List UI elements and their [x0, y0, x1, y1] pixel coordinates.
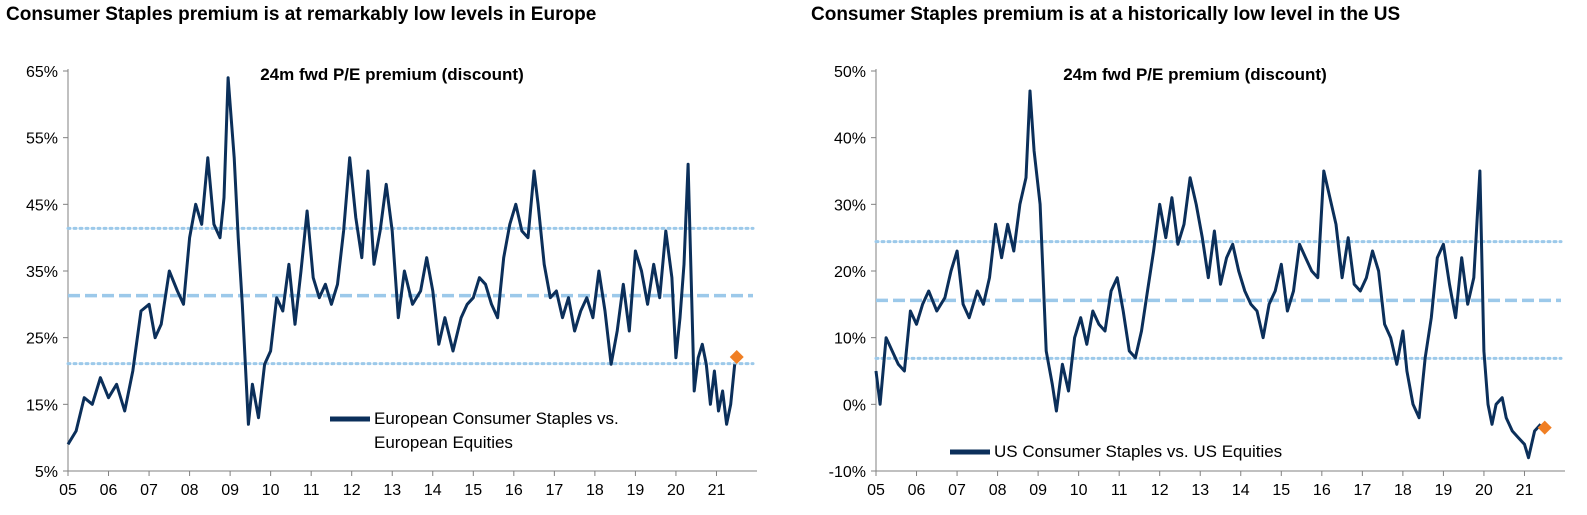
y-tick-label: -10% — [829, 464, 866, 481]
x-tick-label: 20 — [667, 482, 685, 499]
x-tick-label: 08 — [989, 482, 1007, 499]
y-tick-label: 25% — [26, 331, 58, 348]
x-tick-label: 17 — [1353, 482, 1371, 499]
y-tick-label: 15% — [26, 397, 58, 414]
legend-label: European Consumer Staples vs. — [374, 409, 619, 428]
x-tick-label: 11 — [303, 482, 320, 499]
latest-value-marker — [1537, 420, 1552, 435]
x-tick-label: 14 — [424, 482, 442, 499]
x-tick-label: 10 — [262, 482, 280, 499]
x-tick-label: 06 — [908, 482, 926, 499]
x-tick-label: 12 — [343, 482, 361, 499]
x-tick-label: 17 — [545, 482, 563, 499]
x-tick-label: 06 — [100, 482, 118, 499]
chart-subtitle: 24m fwd P/E premium (discount) — [1063, 65, 1327, 84]
x-tick-label: 16 — [1313, 482, 1331, 499]
y-tick-label: 35% — [26, 264, 58, 281]
x-tick-label: 11 — [1111, 482, 1128, 499]
y-tick-label: 65% — [26, 64, 58, 81]
latest-value-marker — [729, 350, 744, 364]
x-tick-label: 18 — [1394, 482, 1412, 499]
x-tick-label: 12 — [1151, 482, 1169, 499]
y-tick-label: 40% — [834, 131, 866, 148]
y-tick-label: 5% — [35, 464, 58, 481]
legend-label: European Equities — [374, 433, 513, 452]
x-tick-label: 15 — [464, 482, 482, 499]
x-tick-label: 16 — [505, 482, 523, 499]
x-tick-label: 05 — [59, 482, 77, 499]
y-tick-label: 45% — [26, 197, 58, 214]
x-tick-label: 13 — [383, 482, 401, 499]
chart-us: -10% 0% 10% 20% 30% 40% 50% 05 06 07 08 09 10 11 12 13 1… — [829, 64, 1565, 499]
x-tick-label: 19 — [1435, 482, 1453, 499]
chart-title: Consumer Staples premium is at remarkabl… — [6, 4, 597, 25]
y-tick-label: 50% — [834, 64, 866, 81]
y-tick-label: 0% — [843, 397, 866, 414]
series-line — [874, 89, 1542, 460]
x-tick-label: 13 — [1191, 482, 1209, 499]
x-tick-label: 10 — [1070, 482, 1088, 499]
x-tick-label: 07 — [140, 482, 158, 499]
x-tick-label: 21 — [1516, 482, 1534, 499]
x-tick-label: 08 — [181, 482, 199, 499]
chart-europe: 5% 15% 25% 35% 45% 55% 65% 05 06 07 08 09 10 11 12 13 14… — [26, 64, 757, 499]
x-tick-label: 07 — [948, 482, 966, 499]
y-tick-label: 10% — [834, 331, 866, 348]
x-tick-label: 19 — [627, 482, 645, 499]
x-tick-label: 20 — [1475, 482, 1493, 499]
chart-title: Consumer Staples premium is at a histori… — [811, 4, 1401, 25]
x-tick-label: 09 — [1029, 482, 1047, 499]
x-tick-label: 09 — [221, 482, 239, 499]
y-tick-label: 30% — [834, 197, 866, 214]
x-tick-label: 05 — [867, 482, 885, 499]
chart-panel-us: Consumer Staples premium is at a histori… — [805, 0, 1587, 515]
y-tick-label: 55% — [26, 131, 58, 148]
chart-panel-europe: Consumer Staples premium is at remarkabl… — [0, 0, 790, 515]
chart-subtitle: 24m fwd P/E premium (discount) — [260, 65, 524, 84]
series-line — [66, 76, 737, 446]
x-tick-label: 15 — [1272, 482, 1290, 499]
x-tick-label: 21 — [708, 482, 726, 499]
y-tick-label: 20% — [834, 264, 866, 281]
x-tick-label: 14 — [1232, 482, 1250, 499]
x-tick-label: 18 — [586, 482, 604, 499]
legend-label: US Consumer Staples vs. US Equities — [994, 442, 1282, 461]
